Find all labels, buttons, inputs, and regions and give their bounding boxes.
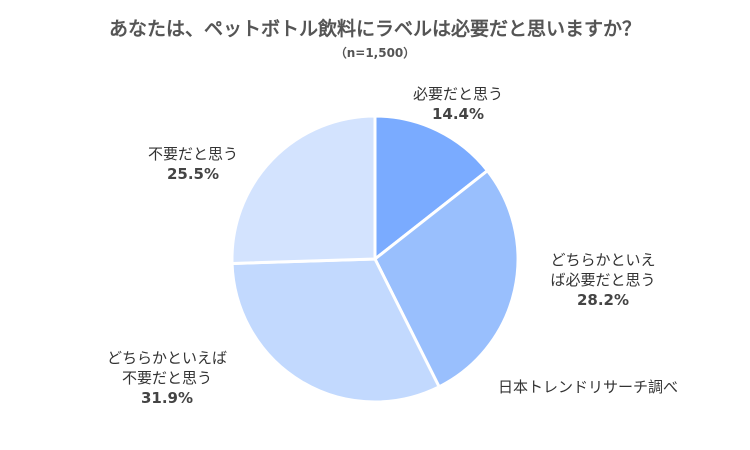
slice-value-label: 25.5% [166, 165, 220, 183]
slice-value-label: 28.2% [576, 291, 630, 309]
slice-label-unnecessary: 不要だと思う 25.5% [133, 144, 253, 184]
pie-slice-unnecessary [230, 114, 377, 265]
slice-label-text: 不要だと思う [147, 145, 238, 163]
chart-subtitle: （n=1,500） [334, 46, 416, 60]
slice-label-rather-necessary: どちらかといえ ば必要だと思う 28.2% [538, 250, 668, 310]
slice-value-label: 14.4% [431, 105, 485, 123]
pie-slice-rather-unnecessary [230, 257, 441, 404]
slice-label-text: 必要だと思う [412, 85, 503, 103]
slice-label-text: どちらかといえば [106, 349, 227, 367]
chart-title: あなたは、ペットボトル飲料にラベルは必要だと思いますか？ [108, 18, 641, 40]
pie-slice-necessary [373, 114, 489, 261]
source-note: 日本トレンドリサーチ調べ [498, 378, 679, 396]
pie-slice-rather-necessary [373, 169, 520, 389]
slice-label-rather-unnecessary: どちらかといえば 不要だと思う 31.9% [92, 348, 242, 408]
slice-label-text: どちらかといえ [550, 251, 656, 269]
slice-label-text: 不要だと思う [121, 369, 212, 387]
slice-label-text: ば必要だと思う [550, 271, 656, 289]
slice-value-label: 31.9% [140, 389, 194, 407]
slice-label-necessary: 必要だと思う 14.4% [398, 84, 518, 124]
